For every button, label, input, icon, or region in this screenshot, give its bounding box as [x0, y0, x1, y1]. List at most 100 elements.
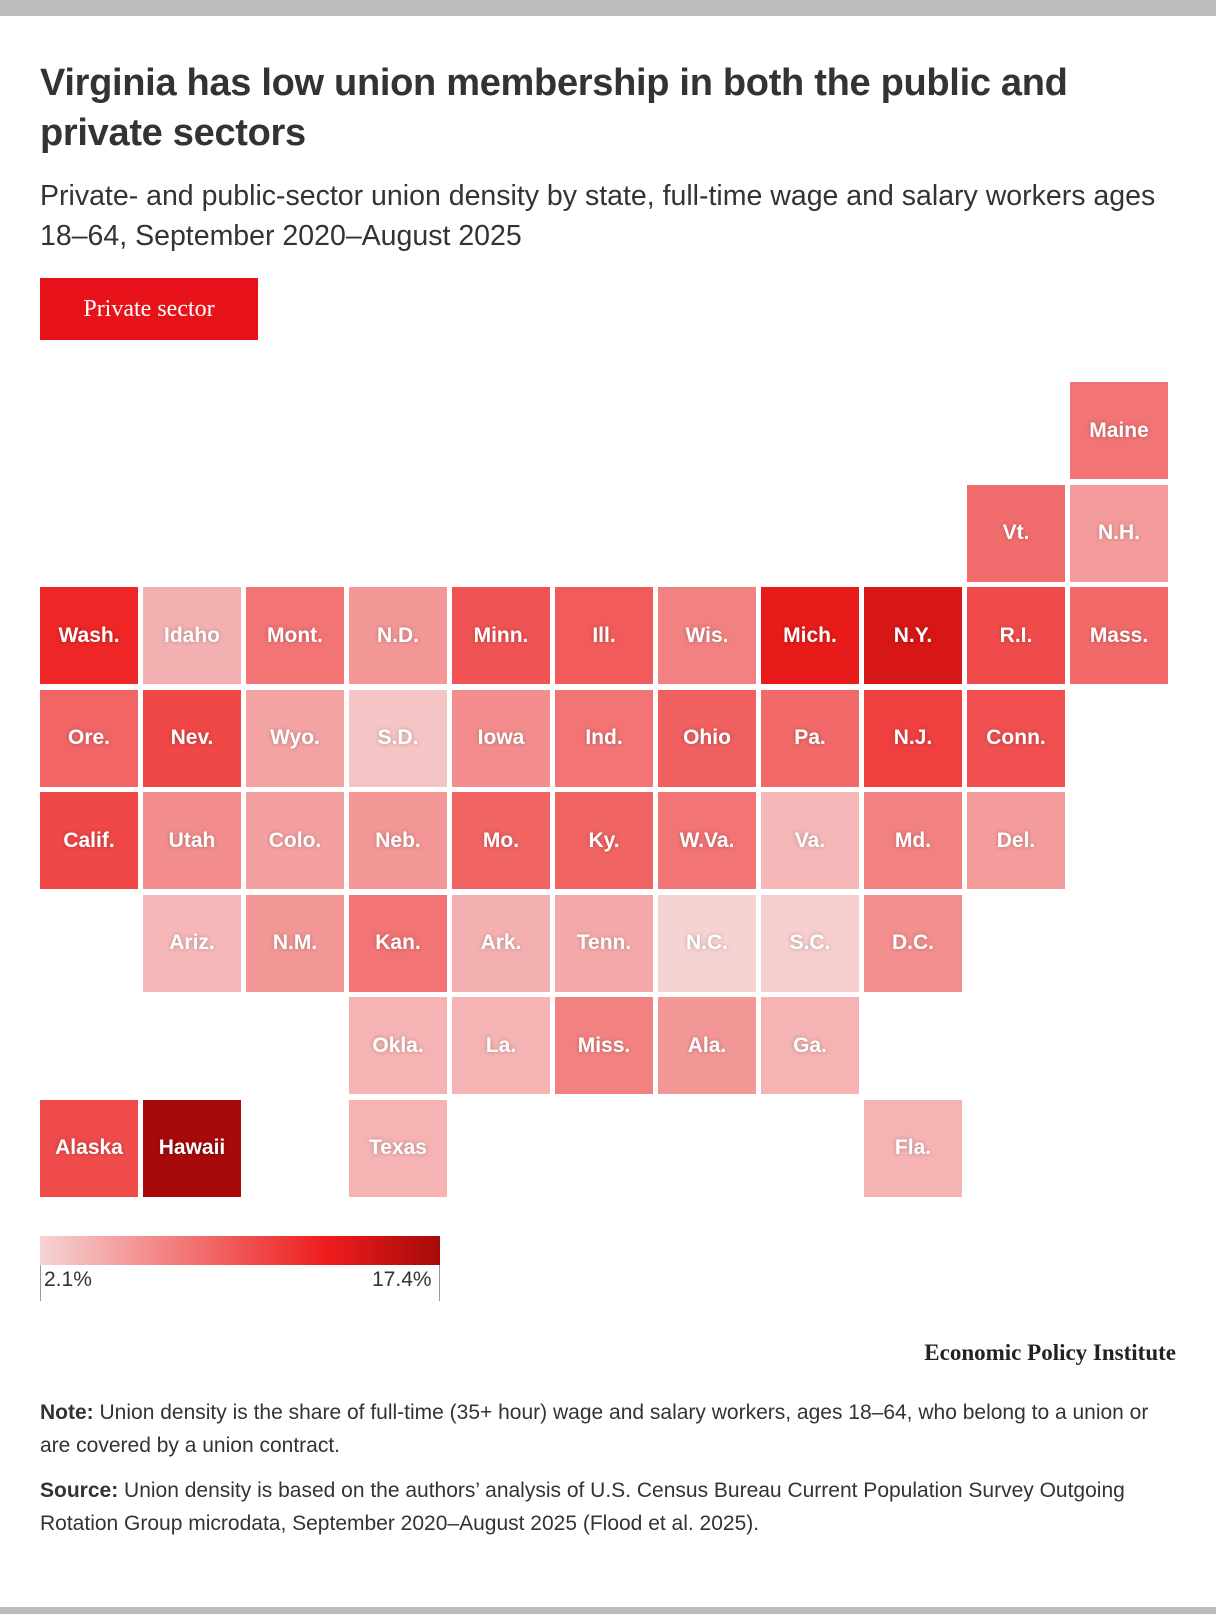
state-label: Wash. — [58, 623, 120, 647]
state-tile-n-y[interactable]: N.Y. — [864, 587, 962, 684]
state-tile-ore[interactable]: Ore. — [40, 689, 138, 787]
bottom-border — [0, 1607, 1216, 1614]
state-tile-la[interactable]: La. — [452, 997, 550, 1094]
state-tile-miss[interactable]: Miss. — [555, 997, 653, 1094]
source-body: Union density is based on the authors’ a… — [40, 1479, 1125, 1535]
legend-min-label: 2.1% — [44, 1268, 92, 1291]
state-tile-mass[interactable]: Mass. — [1070, 587, 1168, 684]
state-label: Va. — [794, 828, 826, 852]
state-tile-utah[interactable]: Utah — [143, 792, 241, 889]
state-label: Ore. — [67, 726, 111, 749]
note-label: Note: — [40, 1401, 94, 1424]
state-tile-ga[interactable]: Ga. — [761, 997, 859, 1094]
state-tile-n-d[interactable]: N.D. — [349, 587, 447, 684]
state-tile-tenn[interactable]: Tenn. — [555, 894, 653, 992]
state-label: N.J. — [893, 726, 933, 749]
state-tile-idaho[interactable]: Idaho — [143, 587, 241, 684]
state-label: Wyo. — [270, 726, 320, 749]
color-scale-legend — [40, 1236, 440, 1265]
state-tile-s-c[interactable]: S.C. — [761, 894, 859, 992]
state-tile-ohio[interactable]: Ohio — [658, 689, 756, 787]
state-tile-s-d[interactable]: S.D. — [349, 689, 447, 787]
source-text: Source: Union density is based on the au… — [40, 1474, 1160, 1540]
state-label: Miss. — [577, 1033, 631, 1057]
legend-gradient — [40, 1236, 440, 1265]
state-label: Mass. — [1089, 623, 1149, 647]
state-label: Ind. — [585, 726, 623, 749]
state-label: Ark. — [480, 931, 522, 954]
state-tile-neb[interactable]: Neb. — [349, 792, 447, 889]
state-tile-mont[interactable]: Mont. — [246, 587, 344, 684]
state-label: Ky. — [588, 828, 620, 852]
state-label: Fla. — [894, 1136, 932, 1159]
state-label: N.C. — [686, 931, 728, 954]
state-tile-mo[interactable]: Mo. — [452, 792, 550, 889]
state-label: Colo. — [268, 828, 322, 852]
state-tile-del[interactable]: Del. — [967, 792, 1065, 889]
state-tile-okla[interactable]: Okla. — [349, 997, 447, 1094]
state-tile-ariz[interactable]: Ariz. — [143, 894, 241, 992]
state-label: N.M. — [272, 931, 318, 954]
state-label: Del. — [996, 828, 1036, 852]
state-label: La. — [485, 1033, 517, 1057]
state-label: Iowa — [477, 726, 525, 749]
top-border — [0, 0, 1216, 16]
state-label: Idaho — [164, 623, 220, 647]
state-tile-w-va[interactable]: W.Va. — [658, 792, 756, 889]
state-tile-vt[interactable]: Vt. — [967, 484, 1065, 582]
state-label: Conn. — [986, 726, 1046, 749]
state-label: S.D. — [377, 726, 419, 749]
state-tile-wyo[interactable]: Wyo. — [246, 689, 344, 787]
state-label: N.Y. — [893, 623, 933, 647]
state-tile-conn[interactable]: Conn. — [967, 689, 1065, 787]
source-label: Source: — [40, 1479, 119, 1502]
state-tile-ill[interactable]: Ill. — [555, 587, 653, 684]
state-tile-pa[interactable]: Pa. — [761, 689, 859, 787]
tab-private-sector[interactable]: Private sector — [40, 278, 258, 340]
state-label: W.Va. — [679, 828, 735, 852]
state-tile-minn[interactable]: Minn. — [452, 587, 550, 684]
tile-grid-map: Maine Vt. N.H. Wash. Idaho Mont. N.D. Minn. Ill.… — [40, 382, 1168, 1197]
legend-tick-min — [40, 1265, 41, 1301]
state-label: Ga. — [793, 1033, 827, 1057]
state-label: Kan. — [375, 931, 421, 954]
state-tile-kan[interactable]: Kan. — [349, 894, 447, 992]
state-tile-wash[interactable]: Wash. — [40, 587, 138, 684]
state-label: S.C. — [789, 931, 831, 954]
state-tile-texas[interactable]: Texas — [349, 1099, 447, 1197]
state-tile-n-h[interactable]: N.H. — [1070, 484, 1168, 582]
state-tile-d-c[interactable]: D.C. — [864, 894, 962, 992]
state-label: N.H. — [1098, 521, 1140, 544]
state-label: Texas — [369, 1136, 427, 1159]
state-tile-ky[interactable]: Ky. — [555, 792, 653, 889]
state-label: D.C. — [892, 931, 934, 954]
state-tile-calif[interactable]: Calif. — [40, 792, 138, 889]
state-tile-ark[interactable]: Ark. — [452, 894, 550, 992]
state-tile-r-i[interactable]: R.I. — [967, 587, 1065, 684]
state-label: Maine — [1089, 418, 1149, 442]
state-tile-md[interactable]: Md. — [864, 792, 962, 889]
state-tile-iowa[interactable]: Iowa — [452, 689, 550, 787]
state-tile-n-j[interactable]: N.J. — [864, 689, 962, 787]
state-tile-fla[interactable]: Fla. — [864, 1099, 962, 1197]
state-tile-colo[interactable]: Colo. — [246, 792, 344, 889]
state-tile-hawaii[interactable]: Hawaii — [143, 1099, 241, 1197]
state-tile-nev[interactable]: Nev. — [143, 689, 241, 787]
chart-subtitle: Private- and public-sector union density… — [40, 180, 1156, 252]
state-tile-n-c[interactable]: N.C. — [658, 894, 756, 992]
state-tile-va[interactable]: Va. — [761, 792, 859, 889]
state-tile-mich[interactable]: Mich. — [761, 587, 859, 684]
state-label: Ohio — [683, 726, 731, 749]
state-tile-n-m[interactable]: N.M. — [246, 894, 344, 992]
state-label: Wis. — [685, 623, 729, 647]
state-tile-ala[interactable]: Ala. — [658, 997, 756, 1094]
note-text: Note: Union density is the share of full… — [40, 1396, 1160, 1462]
state-tile-wis[interactable]: Wis. — [658, 587, 756, 684]
state-label: Vt. — [1002, 521, 1030, 544]
state-label: Md. — [894, 828, 932, 852]
state-label: Ala. — [687, 1033, 727, 1057]
state-tile-ind[interactable]: Ind. — [555, 689, 653, 787]
state-tile-alaska[interactable]: Alaska — [40, 1099, 138, 1197]
chart-title: Virginia has low union membership in bot… — [40, 62, 1068, 154]
state-tile-maine[interactable]: Maine — [1070, 382, 1168, 479]
